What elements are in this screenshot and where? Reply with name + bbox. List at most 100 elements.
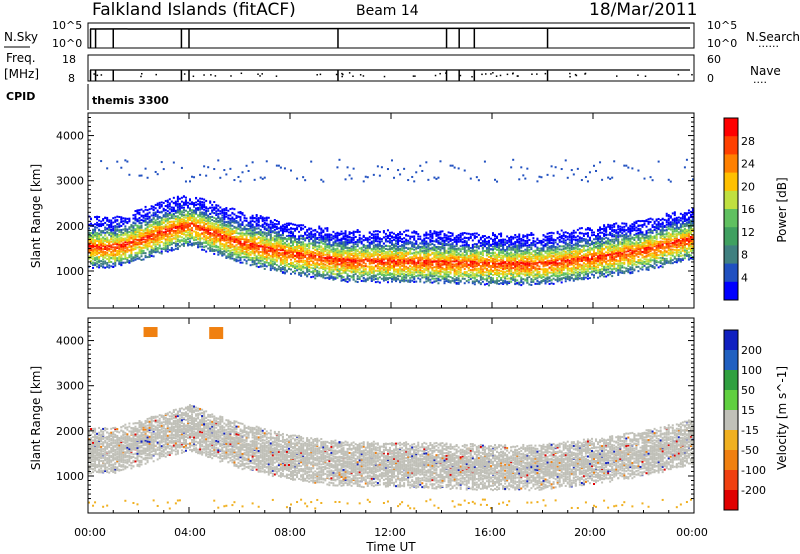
power-cell (98, 243, 100, 245)
power-cell (159, 202, 161, 204)
power-cell (203, 224, 205, 226)
nave-dot (259, 75, 261, 77)
power-cell (175, 230, 177, 232)
power-cell (177, 228, 179, 230)
power-cell (225, 173, 227, 175)
power-cell (215, 212, 217, 214)
power-cell (227, 210, 229, 212)
power-cell (235, 217, 237, 219)
power-cell (167, 251, 169, 253)
power-cell (94, 250, 96, 252)
power-cell (106, 167, 108, 169)
power-cell (149, 208, 151, 210)
radar-summary-plot: Falkland Islands (fitACF) Beam 14 18/Mar… (0, 0, 800, 554)
power-cell (141, 237, 143, 239)
power-cell (114, 253, 116, 255)
power-cell (235, 228, 237, 230)
power-cell (163, 226, 165, 228)
nave-dot (545, 73, 547, 75)
power-cell (252, 237, 254, 239)
power-cell (237, 260, 239, 262)
power-cell (136, 255, 138, 257)
power-cell (157, 230, 159, 232)
power-cell (124, 228, 126, 230)
power-cell (199, 246, 201, 248)
power-cell (221, 245, 223, 247)
power-cell (120, 251, 122, 253)
power-cell (120, 234, 122, 236)
nave-legend: .... (753, 73, 767, 86)
power-cell (165, 235, 167, 237)
power-cell (151, 224, 153, 226)
power-cell (233, 241, 235, 243)
power-cell (110, 226, 112, 228)
power-cell (120, 221, 122, 223)
power-cell (151, 253, 153, 255)
power-cell (169, 240, 171, 242)
power-cell (157, 216, 159, 218)
power-cell (116, 226, 118, 228)
power-cell (116, 216, 118, 218)
power-cell (120, 237, 122, 239)
power-cell (213, 168, 215, 170)
power-cell (171, 228, 173, 230)
power-cell (217, 233, 219, 235)
power-cell (120, 254, 122, 256)
power-cell (132, 222, 134, 224)
power-cell (161, 226, 163, 228)
power-cell (167, 243, 169, 245)
power-cell (108, 234, 110, 236)
power-cell (221, 251, 223, 253)
power-cell (237, 246, 239, 248)
power-cell (250, 243, 252, 245)
power-cell (179, 212, 181, 214)
power-cell (189, 180, 191, 182)
power-cell (169, 198, 171, 200)
power-cell (159, 211, 161, 213)
power-cell (118, 242, 120, 244)
nave-dot (140, 76, 142, 78)
power-cell (124, 218, 126, 220)
power-cell (203, 204, 205, 206)
power-cell (205, 231, 207, 233)
power-cell (124, 262, 126, 264)
power-cell (185, 217, 187, 219)
power-cell (94, 239, 96, 241)
frequency-gap-markers (91, 70, 548, 81)
power-cell (221, 237, 223, 239)
power-cell (130, 237, 132, 239)
power-cell (167, 225, 169, 227)
power-cell (104, 217, 106, 219)
power-cell (151, 219, 153, 221)
power-cell (147, 213, 149, 215)
power-cell (147, 232, 149, 234)
power-cell (225, 228, 227, 230)
power-cell (173, 230, 175, 232)
power-cell (108, 242, 110, 244)
power-cell (223, 212, 225, 214)
power-cell (157, 173, 159, 175)
power-cell (116, 250, 118, 252)
power-cell (179, 239, 181, 241)
power-cell (258, 217, 260, 219)
nave-dot (261, 73, 263, 75)
power-cell (205, 217, 207, 219)
power-cell (242, 212, 244, 214)
nave-dot (645, 75, 647, 77)
power-cell (108, 258, 110, 260)
power-cell (141, 242, 143, 244)
power-cell (181, 197, 183, 199)
power-cell (227, 237, 229, 239)
power-cell (240, 223, 242, 225)
power-cell (110, 248, 112, 250)
power-cell (102, 259, 104, 261)
nave-dot (360, 74, 362, 76)
power-cell (124, 230, 126, 232)
power-cell (94, 228, 96, 230)
power-cell (215, 245, 217, 247)
power-cell (128, 254, 130, 256)
power-cell (201, 203, 203, 205)
power-cell (193, 202, 195, 204)
nave-dot (241, 73, 243, 75)
power-cell (181, 244, 183, 246)
